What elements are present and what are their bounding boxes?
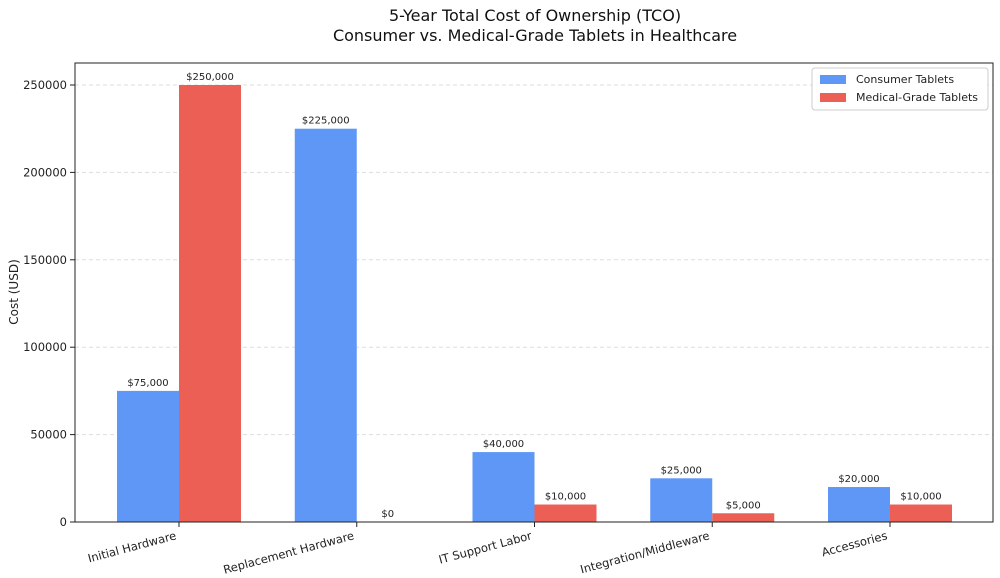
x-tick-label: Replacement Hardware: [222, 528, 356, 576]
data-label: $0: [381, 509, 394, 520]
bar-consumer-1: [294, 128, 357, 522]
x-tick-label: Integration/Middleware: [579, 528, 711, 576]
x-tick-label: Initial Hardware: [86, 528, 178, 565]
data-label: $250,000: [186, 72, 234, 83]
y-tick-label: 150000: [23, 253, 67, 267]
y-tick-label: 0: [60, 515, 67, 529]
data-label: $25,000: [661, 465, 702, 476]
bar-medical-0: [179, 85, 241, 522]
legend-box: [811, 67, 989, 111]
bar-consumer-0: [117, 390, 179, 522]
y-tick-label: 200000: [23, 165, 67, 179]
data-label: $10,000: [545, 492, 586, 503]
data-label: $225,000: [302, 116, 350, 127]
legend-label: Medical-Grade Tablets: [856, 91, 978, 104]
x-tick-label: IT Support Labor: [437, 528, 533, 566]
y-tick-label: 50000: [30, 428, 67, 442]
y-axis-label: Cost (USD): [7, 259, 21, 325]
legend-swatch: [820, 75, 846, 84]
legend-swatch: [820, 93, 846, 102]
data-label: $75,000: [127, 378, 168, 389]
bar-consumer-4: [828, 487, 890, 522]
bar-consumer-2: [472, 452, 535, 522]
chart-title-line-2: Consumer vs. Medical-Grade Tablets in He…: [333, 26, 737, 45]
bar-medical-2: [534, 504, 597, 522]
bar-medical-4: [890, 504, 952, 522]
bar-consumer-3: [650, 478, 713, 522]
x-tick-label: Accessories: [820, 528, 889, 559]
data-label: $5,000: [726, 500, 761, 511]
data-label: $10,000: [900, 492, 941, 503]
y-tick-label: 250000: [23, 78, 67, 92]
data-label: $40,000: [483, 439, 524, 450]
legend: Consumer Tablets Medical-Grade Tablets: [811, 67, 989, 111]
y-tick-label: 100000: [23, 340, 67, 354]
legend-label: Consumer Tablets: [856, 73, 954, 86]
bar-medical-3: [712, 513, 775, 522]
data-label: $20,000: [838, 474, 879, 485]
chart-title-line-1: 5-Year Total Cost of Ownership (TCO): [389, 6, 681, 25]
